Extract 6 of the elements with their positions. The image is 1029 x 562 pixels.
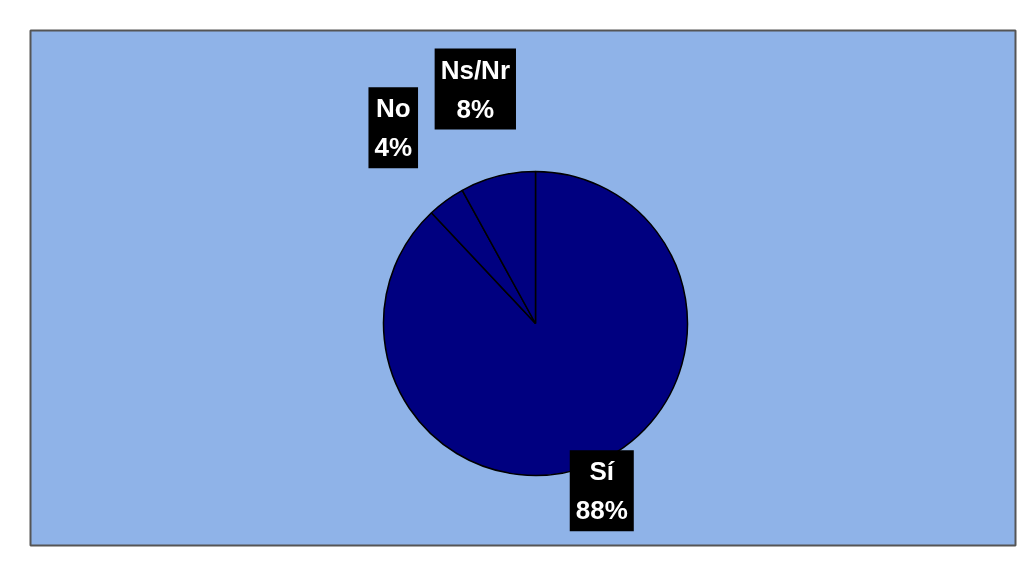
- data-label: 88%: [575, 495, 628, 526]
- slice-label: Ns/Nr: [440, 54, 510, 85]
- data-label: 4%: [374, 132, 413, 163]
- slice-label: No: [375, 93, 411, 124]
- slice-label: Sí: [589, 456, 615, 487]
- data-label: 8%: [456, 93, 495, 124]
